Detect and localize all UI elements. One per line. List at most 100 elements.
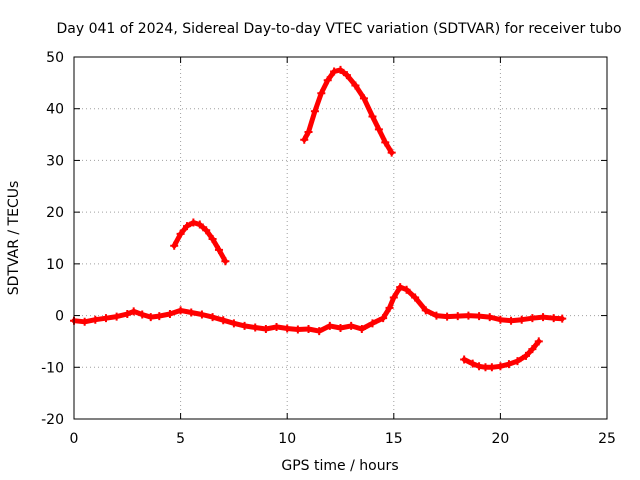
- data-point: [208, 235, 217, 244]
- data-point: [549, 314, 558, 323]
- axis-ticks: [73, 56, 608, 420]
- data-point: [347, 321, 356, 330]
- data-point: [240, 321, 249, 330]
- y-axis-label: SDTVAR / TECUs: [6, 181, 22, 296]
- data-point: [261, 325, 270, 334]
- data-point: [421, 306, 430, 315]
- data-point: [91, 315, 100, 324]
- data-point: [374, 125, 383, 134]
- y-tick-label: 50: [46, 50, 64, 66]
- data-point: [300, 135, 309, 144]
- data-point: [381, 138, 390, 147]
- chart-title: Day 041 of 2024, Sidereal Day-to-day VTE…: [56, 21, 621, 37]
- data-point: [528, 314, 537, 323]
- data-point: [521, 351, 530, 360]
- y-tick-label: -20: [41, 412, 64, 428]
- series-trace: [301, 67, 395, 156]
- series-trace: [71, 284, 565, 334]
- data-point: [485, 313, 494, 322]
- data-point: [379, 314, 388, 323]
- data-point: [464, 311, 473, 320]
- x-tick-label: 10: [278, 431, 296, 447]
- data-point: [336, 323, 345, 332]
- data-point: [146, 313, 155, 322]
- y-tick-label: 40: [46, 102, 64, 118]
- data-point: [325, 321, 334, 330]
- x-tick-label: 25: [598, 431, 616, 447]
- data-point: [357, 325, 366, 334]
- data-point: [513, 357, 522, 366]
- data-point: [197, 310, 206, 319]
- data-point: [221, 257, 230, 266]
- y-tick-label: 20: [46, 205, 64, 221]
- data-point: [517, 315, 526, 324]
- data-point: [507, 316, 516, 325]
- series-4: [460, 337, 543, 372]
- plot-frame: [73, 56, 608, 420]
- x-tick-label: 0: [70, 431, 79, 447]
- data-point: [123, 310, 132, 319]
- data-point: [112, 312, 121, 321]
- data-point: [323, 76, 332, 85]
- data-point: [176, 306, 185, 315]
- data-point: [129, 307, 138, 316]
- data-point: [208, 313, 217, 322]
- data-point: [475, 312, 484, 321]
- data-point: [189, 218, 198, 227]
- data-point: [443, 312, 452, 321]
- data-point: [460, 355, 469, 364]
- data-point: [304, 127, 313, 136]
- data-point: [396, 283, 405, 292]
- grid-lines: [74, 57, 607, 419]
- data-point: [195, 220, 204, 229]
- data-point: [368, 319, 377, 328]
- data-point: [504, 360, 513, 369]
- data-point: [368, 112, 377, 121]
- data-point: [219, 316, 228, 325]
- data-point: [272, 322, 281, 331]
- data-point: [453, 312, 462, 321]
- data-point: [359, 94, 368, 103]
- series-2: [300, 65, 396, 157]
- data-point: [176, 229, 185, 238]
- axis-tick-labels: 0 5 10 15 20 25 -20 -10 0 10 20 30 40 50: [41, 50, 616, 447]
- series-3: [70, 283, 567, 336]
- x-axis-label: GPS time / hours: [281, 458, 398, 474]
- y-tick-label: 0: [55, 309, 64, 325]
- data-point: [304, 325, 313, 334]
- data-point: [487, 363, 496, 372]
- data-point: [310, 107, 319, 116]
- x-tick-label: 5: [176, 431, 185, 447]
- data-point: [411, 293, 420, 302]
- data-point: [330, 67, 339, 76]
- data-point: [402, 285, 411, 294]
- data-point: [342, 71, 351, 80]
- data-point: [251, 323, 260, 332]
- data-point: [80, 317, 89, 326]
- y-tick-label: -10: [41, 360, 64, 376]
- data-point: [351, 81, 360, 90]
- data-point: [315, 327, 324, 336]
- data-point: [229, 319, 238, 328]
- data-point: [317, 89, 326, 98]
- data-point: [336, 65, 345, 74]
- data-point: [539, 313, 548, 322]
- data-point: [214, 245, 223, 254]
- data-point: [165, 310, 174, 319]
- series-1: [170, 218, 230, 266]
- data-point: [138, 310, 147, 319]
- data-point: [170, 241, 179, 250]
- data-point: [385, 303, 394, 312]
- y-tick-label: 30: [46, 153, 64, 169]
- data-point: [283, 324, 292, 333]
- data-point: [101, 314, 110, 323]
- data-point: [389, 293, 398, 302]
- y-tick-label: 10: [46, 257, 64, 273]
- x-tick-label: 15: [385, 431, 403, 447]
- data-point: [187, 308, 196, 317]
- data-point: [468, 359, 477, 368]
- data-point: [558, 314, 567, 323]
- data-point: [293, 325, 302, 334]
- data-point: [534, 337, 543, 346]
